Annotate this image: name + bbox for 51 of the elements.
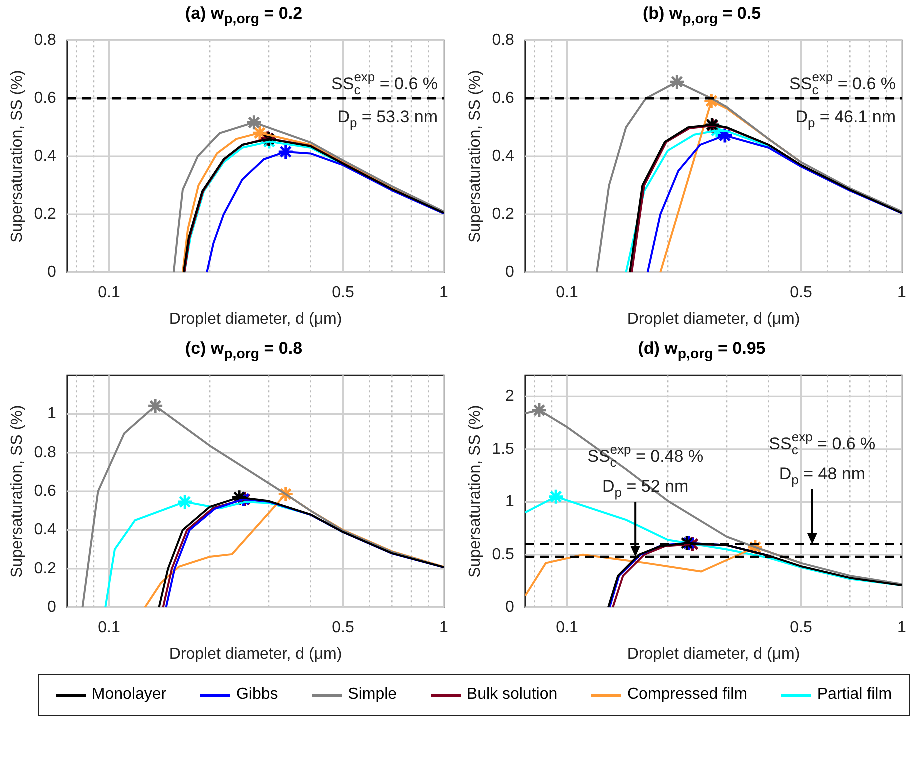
x-tick-label: 0.1 bbox=[98, 284, 120, 302]
y-tick-label: 1.5 bbox=[492, 440, 515, 458]
y-tick-label: 2 bbox=[506, 388, 515, 406]
y-tick-label: 1 bbox=[48, 406, 57, 423]
x-tick-label: 1 bbox=[898, 284, 907, 302]
legend-label: Partial film bbox=[817, 686, 892, 704]
y-axis-title: Supersaturation, SS (%) bbox=[9, 70, 26, 243]
y-tick-label: 0.8 bbox=[34, 32, 57, 50]
y-tick-label: 1 bbox=[506, 494, 515, 511]
y-tick-label: 0.2 bbox=[492, 206, 515, 224]
y-tick-label: 0.6 bbox=[492, 90, 515, 108]
x-axis-title: Droplet diameter, d (μm) bbox=[169, 310, 342, 328]
y-tick-label: 0 bbox=[48, 599, 57, 616]
x-tick-label: 0.1 bbox=[556, 620, 578, 637]
chart-title: (d) w$_{p,org}$ = 0.95 bbox=[637, 339, 767, 362]
y-tick-label: 0.2 bbox=[34, 206, 57, 224]
y-axis-title: Supersaturation, SS (%) bbox=[467, 405, 484, 578]
x-tick-label: 1 bbox=[440, 620, 449, 637]
x-tick-label: 0.5 bbox=[332, 620, 354, 637]
legend-label: Monolayer bbox=[92, 686, 167, 704]
x-axis-title: Droplet diameter, d (μm) bbox=[169, 646, 342, 663]
y-tick-label: 0.2 bbox=[34, 560, 57, 578]
x-tick-label: 0.5 bbox=[790, 620, 812, 637]
chart-title: (c) w$_{p,org}$ = 0.8 bbox=[184, 339, 304, 362]
y-tick-label: 0.8 bbox=[34, 444, 57, 462]
chart-title: (b) w$_{p,org}$ = 0.5 bbox=[642, 4, 762, 28]
y-tick-label: 0.4 bbox=[492, 148, 515, 166]
x-tick-label: 0.1 bbox=[556, 284, 578, 302]
x-axis-title: Droplet diameter, d (μm) bbox=[627, 310, 800, 328]
x-tick-label: 1 bbox=[440, 284, 449, 302]
y-tick-label: 0.6 bbox=[34, 90, 57, 108]
legend-label: Gibbs bbox=[236, 686, 278, 704]
y-tick-label: 0.4 bbox=[34, 148, 57, 166]
y-tick-label: 0 bbox=[506, 264, 515, 282]
legend-label: Bulk solution bbox=[466, 686, 558, 704]
x-tick-label: 0.1 bbox=[98, 620, 120, 637]
y-tick-label: 0 bbox=[48, 264, 57, 282]
x-tick-label: 0.5 bbox=[790, 284, 812, 302]
y-axis-title: Supersaturation, SS (%) bbox=[467, 70, 484, 243]
chart-title: (a) w$_{p,org}$ = 0.2 bbox=[184, 4, 304, 28]
y-tick-label: 0.5 bbox=[492, 546, 515, 564]
x-tick-label: 1 bbox=[898, 620, 907, 637]
x-tick-label: 0.5 bbox=[332, 284, 354, 302]
legend-label: Compressed film bbox=[627, 686, 748, 704]
y-tick-label: 0.8 bbox=[492, 32, 515, 50]
y-tick-label: 0 bbox=[506, 599, 515, 616]
y-tick-label: 0.4 bbox=[34, 522, 57, 539]
y-axis-title: Supersaturation, SS (%) bbox=[9, 405, 26, 578]
y-tick-label: 0.6 bbox=[34, 483, 57, 500]
x-axis-title: Droplet diameter, d (μm) bbox=[627, 646, 800, 663]
legend-label: Simple bbox=[348, 686, 398, 704]
